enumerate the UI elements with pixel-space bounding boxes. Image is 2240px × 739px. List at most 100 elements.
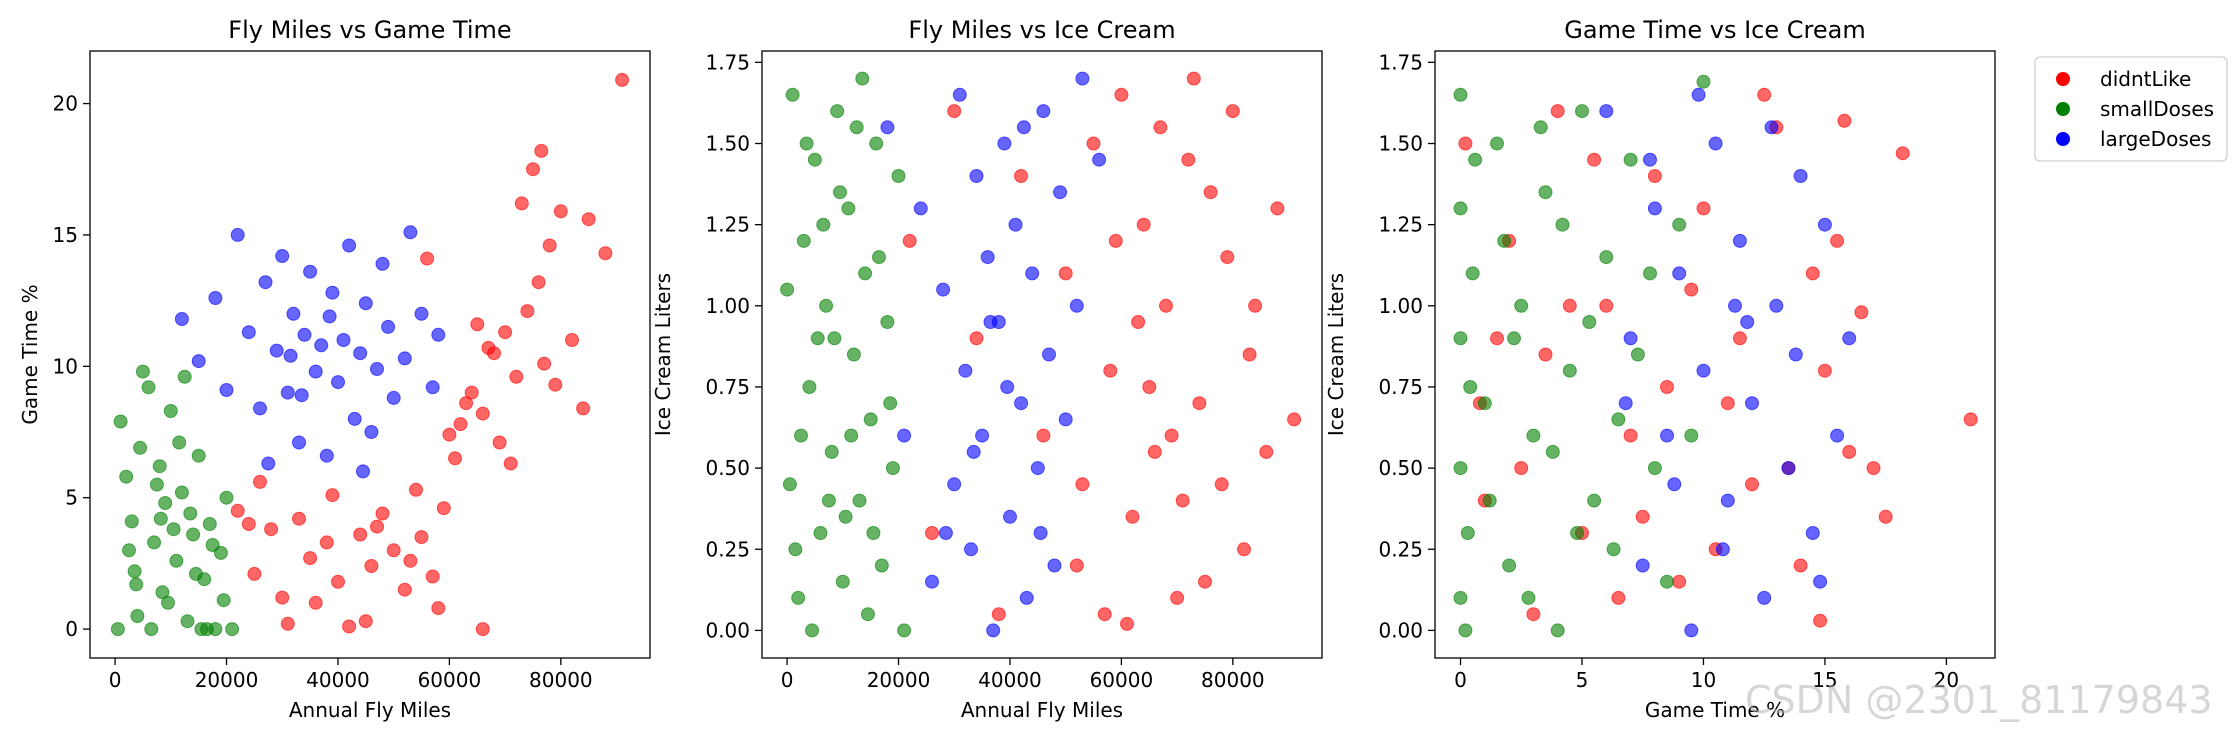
point-didntLike <box>1684 282 1699 297</box>
point-smallDoses <box>816 217 831 232</box>
y-tick-label: 1.25 <box>705 213 750 237</box>
point-didntLike <box>492 435 507 450</box>
point-largeDoses <box>913 201 928 216</box>
point-didntLike <box>1214 477 1229 492</box>
point-smallDoses <box>827 331 842 346</box>
point-didntLike <box>1813 613 1828 628</box>
axes-frame <box>89 50 651 659</box>
point-largeDoses <box>403 225 418 240</box>
point-smallDoses <box>180 614 195 629</box>
point-smallDoses <box>855 71 870 86</box>
point-didntLike <box>1103 363 1118 378</box>
y-tick-label: 0.50 <box>705 456 750 480</box>
point-largeDoses <box>1732 233 1747 248</box>
point-didntLike <box>425 569 440 584</box>
point-didntLike <box>1550 104 1565 119</box>
x-tick-label: 80000 <box>1201 668 1265 692</box>
y-axis-label: Ice Cream Liters <box>651 273 675 436</box>
point-didntLike <box>1287 412 1302 427</box>
point-smallDoses <box>205 538 220 552</box>
point-largeDoses <box>1016 120 1031 135</box>
y-tick-label: 1.75 <box>705 50 750 74</box>
point-largeDoses <box>431 327 446 342</box>
point-didntLike <box>331 574 345 589</box>
point-smallDoses <box>133 440 148 455</box>
point-smallDoses <box>1482 493 1497 508</box>
point-didntLike <box>1159 298 1173 313</box>
x-tick-label: 20 <box>1934 668 1959 692</box>
point-didntLike <box>902 233 917 248</box>
point-didntLike <box>397 582 412 597</box>
point-smallDoses <box>1453 461 1468 476</box>
point-largeDoses <box>174 312 189 326</box>
point-didntLike <box>947 104 962 119</box>
axes-frame <box>761 50 1323 659</box>
y-tick-label: 1.50 <box>1378 132 1423 156</box>
point-didntLike <box>364 559 379 573</box>
point-largeDoses <box>969 169 984 183</box>
chart-title: Game Time vs Ice Cream <box>1564 16 1865 44</box>
point-didntLike <box>548 377 563 392</box>
point-largeDoses <box>1691 87 1706 102</box>
point-smallDoses <box>1465 266 1480 281</box>
y-tick-label: 0.75 <box>705 375 750 399</box>
point-largeDoses <box>308 364 323 379</box>
point-didntLike <box>1963 412 1978 427</box>
point-didntLike <box>475 406 490 421</box>
point-largeDoses <box>1740 315 1755 329</box>
point-didntLike <box>470 317 485 332</box>
point-smallDoses <box>188 566 203 581</box>
point-smallDoses <box>177 369 192 384</box>
point-smallDoses <box>830 104 845 119</box>
point-smallDoses <box>152 459 167 474</box>
point-didntLike <box>1175 493 1190 508</box>
point-smallDoses <box>788 542 803 557</box>
point-smallDoses <box>153 511 168 526</box>
point-largeDoses <box>925 574 939 589</box>
point-didntLike <box>565 333 579 347</box>
point-largeDoses <box>1728 298 1742 313</box>
point-largeDoses <box>261 456 276 471</box>
point-didntLike <box>1142 380 1157 394</box>
data-points <box>780 71 1302 638</box>
point-smallDoses <box>147 535 162 550</box>
y-tick-label: 1.00 <box>1378 294 1423 318</box>
point-largeDoses <box>322 309 337 324</box>
point-smallDoses <box>1575 104 1589 119</box>
point-smallDoses <box>1514 298 1529 313</box>
point-didntLike <box>1458 136 1473 151</box>
point-smallDoses <box>161 595 175 610</box>
point-largeDoses <box>1667 477 1682 492</box>
point-didntLike <box>475 622 490 637</box>
point-smallDoses <box>813 526 828 540</box>
point-didntLike <box>1220 250 1235 265</box>
point-largeDoses <box>364 425 379 439</box>
point-smallDoses <box>130 609 145 623</box>
point-smallDoses <box>819 298 834 313</box>
point-didntLike <box>353 527 368 542</box>
point-didntLike <box>1181 152 1196 167</box>
y-tick-label: 0.25 <box>705 537 750 561</box>
point-largeDoses <box>1053 185 1068 200</box>
legend: didntLike smallDoses largeDoses <box>2034 56 2228 162</box>
point-largeDoses <box>1788 347 1803 362</box>
point-didntLike <box>386 543 401 558</box>
point-smallDoses <box>1570 526 1585 540</box>
point-largeDoses <box>258 275 273 290</box>
point-largeDoses <box>966 444 981 459</box>
y-tick-label: 5 <box>65 486 78 510</box>
point-didntLike <box>1817 363 1832 378</box>
point-largeDoses <box>1092 152 1107 167</box>
point-smallDoses <box>225 622 240 637</box>
point-largeDoses <box>280 385 295 400</box>
point-smallDoses <box>874 558 889 573</box>
point-smallDoses <box>883 396 898 411</box>
point-smallDoses <box>791 590 806 605</box>
point-smallDoses <box>846 347 861 362</box>
point-didntLike <box>553 204 568 219</box>
point-didntLike <box>325 488 340 503</box>
point-smallDoses <box>219 490 234 505</box>
point-largeDoses <box>938 526 953 540</box>
x-axis-label: Annual Fly Miles <box>289 698 451 722</box>
point-smallDoses <box>183 506 198 521</box>
